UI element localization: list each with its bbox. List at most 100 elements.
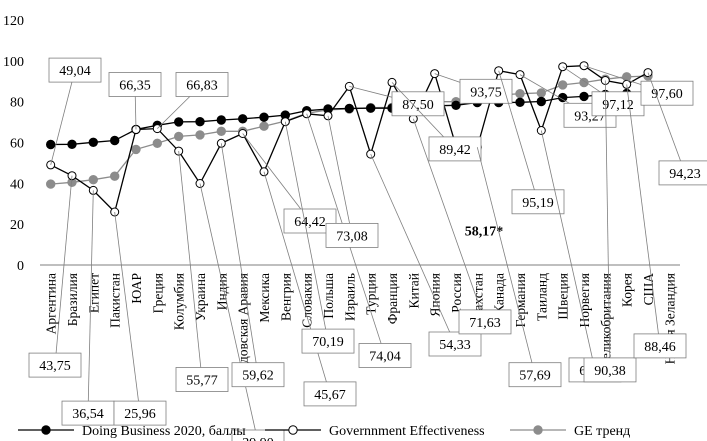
data-label: 66,35 [108, 72, 162, 130]
series-point [536, 88, 546, 98]
x-tick-label: Греция [150, 273, 165, 313]
data-label-text: 45,67 [314, 388, 346, 403]
data-label-box [325, 222, 379, 248]
legend-marker [288, 425, 298, 435]
data-label-text: 43,75 [39, 359, 71, 374]
data-label-text: 66,83 [186, 79, 218, 94]
data-label-text: 58,17* [465, 225, 504, 240]
x-tick-label: Франция [385, 273, 400, 324]
data-label-box [358, 343, 412, 368]
data-label: 88,46 [626, 84, 687, 359]
x-tick-label: ЮАР [129, 273, 144, 304]
series-point [216, 126, 227, 137]
data-label-leader [50, 70, 76, 165]
data-label-box [303, 381, 357, 407]
data-label-box [591, 91, 645, 117]
data-label: 45,67 [263, 171, 357, 407]
data-label: 36,54 [61, 190, 115, 426]
data-label: 71,63 [412, 118, 512, 335]
series-point [238, 114, 248, 124]
series-point [131, 144, 141, 155]
x-tick-label: Турция [364, 273, 379, 315]
data-label-leader [263, 171, 331, 395]
series-point [174, 117, 184, 127]
series-point [88, 137, 99, 148]
x-tick-label: Канада [492, 273, 507, 314]
data-label-text: 49,04 [59, 64, 91, 79]
data-label: 55,77 [175, 151, 229, 392]
y-tick-label: 40 [10, 177, 24, 192]
data-label-leader [87, 190, 94, 414]
data-label-box [640, 80, 694, 106]
data-label-text: 39,90 [242, 436, 274, 441]
data-label-leader [498, 70, 539, 202]
y-tick-label: 120 [3, 14, 24, 29]
series-point [366, 103, 376, 113]
series-point [558, 92, 568, 103]
data-label-box [175, 367, 229, 392]
data-label-text: 90,38 [594, 364, 626, 379]
data-label-text: 97,60 [651, 87, 683, 102]
data-label: 70,19 [284, 121, 355, 354]
series-point [579, 91, 589, 102]
data-label: 59,62 [220, 143, 285, 388]
x-tick-label: Швеция [556, 273, 571, 320]
series-point [110, 135, 120, 146]
data-label: 58,17* [465, 225, 504, 240]
x-tick-label: Россия [449, 273, 464, 313]
data-label-box [231, 362, 285, 388]
data-label-leader [327, 115, 353, 236]
data-label-leader [54, 175, 73, 366]
data-label: 64,42 [242, 133, 337, 234]
x-tick-label: Украина [193, 273, 208, 321]
legend-marker [533, 425, 543, 435]
legend-item: GE тренд [510, 424, 630, 439]
series-point [451, 100, 461, 111]
data-label-box [458, 309, 512, 335]
data-label-leader [370, 153, 456, 345]
data-label-text: 87,50 [402, 98, 434, 113]
data-label-box [391, 91, 445, 117]
data-label-box [61, 400, 115, 426]
data-label-text: 93,75 [470, 85, 502, 100]
data-label-box [108, 72, 162, 97]
data-label-leader [242, 133, 311, 222]
series-point [579, 77, 589, 88]
data-label: 90,38 [583, 80, 637, 383]
data-label-leader [412, 118, 486, 323]
y-tick-label: 100 [3, 55, 24, 70]
data-label-text: 66,35 [119, 79, 151, 94]
x-tick-label: Корея [620, 273, 635, 307]
series-point [195, 117, 205, 127]
y-tick-label: 80 [10, 96, 24, 111]
data-label-text: 55,77 [186, 374, 218, 389]
data-label-text: 25,96 [124, 407, 156, 422]
data-label: 93,75 [434, 73, 513, 104]
series-point [558, 80, 568, 90]
legend-marker [41, 425, 51, 435]
data-labels: 49,04 43,75 36,54 25,96 66,35 66,83 55,77 39,90… [28, 57, 707, 441]
data-label: 87,50 [349, 86, 445, 117]
data-label: 74,04 [306, 113, 412, 368]
data-label-box [658, 160, 707, 186]
legend-label: Governnment Effectiveness [329, 424, 485, 439]
data-label-text: 70,19 [312, 335, 344, 350]
data-label: 73,08 [325, 115, 379, 248]
series-point [67, 139, 77, 150]
legend-label: GE тренд [574, 424, 630, 439]
data-label: 54,33 [370, 153, 482, 357]
x-tick-label: Китай [406, 273, 421, 309]
data-label-text: 88,46 [644, 340, 676, 355]
x-tick-label: Германия [513, 273, 528, 327]
series-point [259, 121, 269, 131]
data-label: 89,42 [391, 82, 482, 162]
x-tick-label: Израиль [342, 273, 357, 321]
data-label-text: 54,33 [439, 338, 471, 353]
y-tick-label: 20 [10, 218, 24, 233]
data-label: 57,69 [476, 147, 562, 388]
y-axis-ticks: 0 20 40 60 80 100 120 [3, 14, 24, 274]
data-label-box [48, 57, 102, 83]
x-tick-label: Норвегия [577, 273, 592, 328]
legend-item: Governnment Effectiveness [265, 424, 485, 439]
